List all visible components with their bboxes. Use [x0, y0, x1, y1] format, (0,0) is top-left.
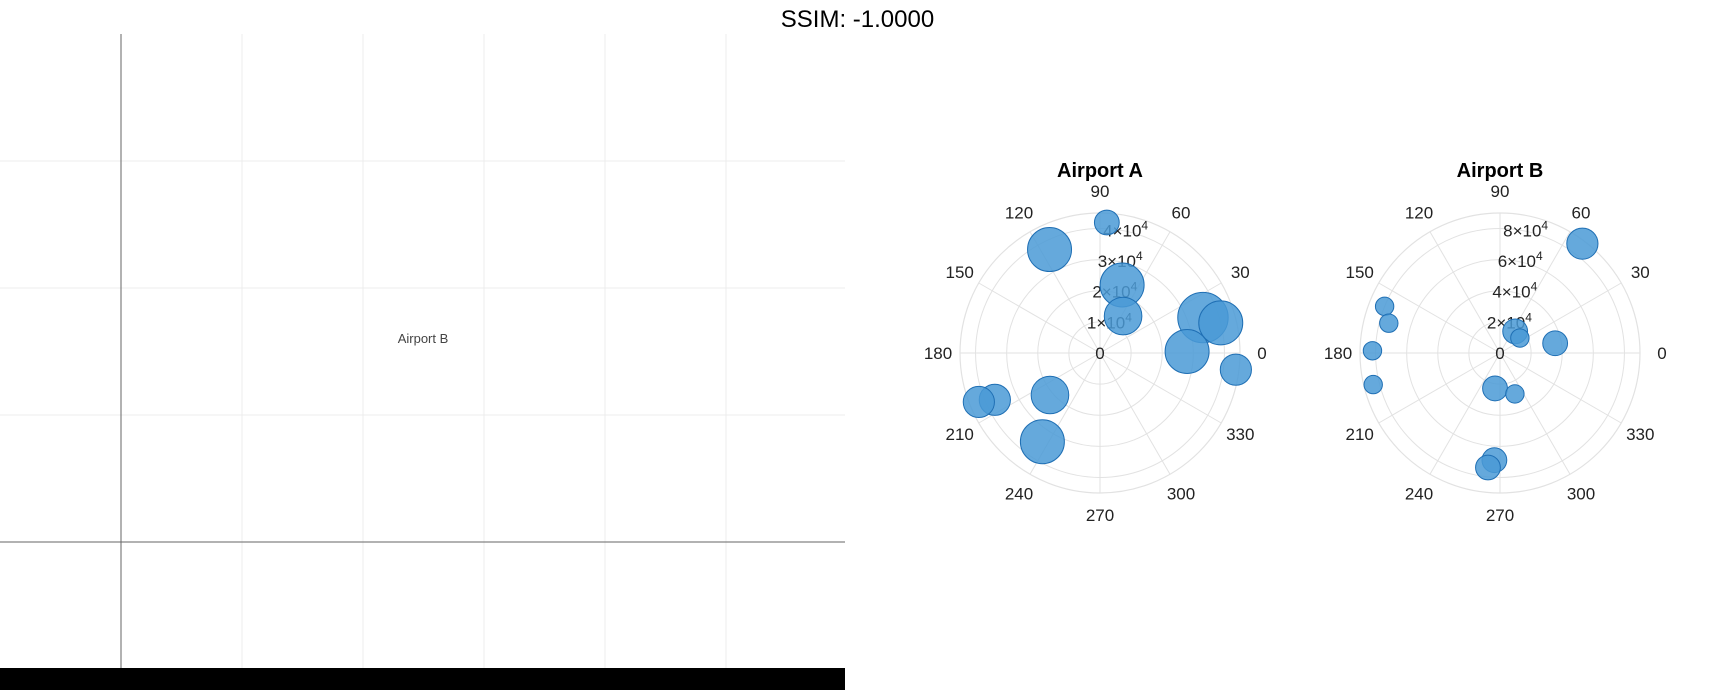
data-point-6 [1362, 341, 1383, 361]
polar-angle-label: 90 [1091, 182, 1110, 201]
polar-spoke-330 [1499, 352, 1622, 424]
polar-angle-label: 180 [924, 344, 952, 363]
polar-r-tick-label: 6×104 [1498, 249, 1543, 271]
data-point-8 [1482, 375, 1508, 402]
polar-r-tick-label: 8×104 [1503, 218, 1548, 240]
polar-angle-label: 270 [1486, 506, 1514, 525]
data-point-1 [1027, 227, 1073, 273]
left-plot-label: Airport B [398, 331, 449, 346]
left-plot-gridlines [0, 34, 845, 668]
polar-spoke-300 [1099, 352, 1171, 475]
left-plot-panel: Airport B [0, 34, 845, 690]
data-point-11 [1475, 454, 1501, 481]
data-point-9 [1505, 384, 1525, 404]
polar-angle-label: 60 [1572, 204, 1591, 223]
polar-angle-label: 150 [1346, 263, 1374, 282]
polar-r-tick-label: 4×104 [1492, 280, 1537, 302]
data-point-11 [1019, 419, 1065, 465]
polar-angle-label: 120 [1005, 204, 1033, 223]
data-point-2 [1510, 328, 1530, 348]
polar-angle-label: 30 [1231, 263, 1250, 282]
data-point-0 [1566, 227, 1599, 260]
polar-angle-label: 270 [1086, 506, 1114, 525]
polar-angle-label: 120 [1405, 204, 1433, 223]
polar-chart-airport-b: Airport B 0 30 60 90 120 150 180 210 240 270 300 330… [1324, 160, 1667, 525]
polar-angle-label: 90 [1491, 182, 1510, 201]
data-point-6 [1164, 328, 1210, 374]
polar-angle-label: 210 [946, 425, 974, 444]
data-point-7 [1219, 353, 1252, 386]
ssim-label: SSIM: -1.0000 [780, 6, 935, 33]
data-point-3 [1103, 296, 1143, 336]
polar-angle-label: 300 [1567, 484, 1595, 503]
polar-angle-label: 0 [1657, 344, 1666, 363]
polar-angle-label: 330 [1626, 425, 1654, 444]
data-point-5 [1198, 300, 1244, 346]
polar-spoke-120 [1429, 231, 1501, 354]
polar-title: Airport B [1457, 160, 1544, 182]
polar-angle-label: 240 [1005, 484, 1033, 503]
polar-title: Airport A [1057, 160, 1143, 182]
polar-spoke-210 [1378, 352, 1501, 424]
polar-angle-label: 30 [1631, 263, 1650, 282]
polar-r-tick-label: 0 [1095, 344, 1104, 363]
polar-angle-label: 150 [946, 263, 974, 282]
polar-spoke-300 [1499, 352, 1571, 475]
polar-angle-label: 300 [1167, 484, 1195, 503]
data-point-5 [1379, 313, 1399, 333]
left-plot-canvas: Airport B [0, 34, 845, 690]
polar-angle-label: 0 [1257, 344, 1266, 363]
polar-spoke-240 [1429, 352, 1501, 475]
left-plot-bottom-bar [0, 668, 845, 690]
polar-angle-label: 210 [1346, 425, 1374, 444]
data-point-10 [962, 385, 995, 419]
polar-spoke-150 [1378, 282, 1501, 354]
data-point-7 [1363, 374, 1383, 395]
polar-angle-label: 60 [1172, 204, 1191, 223]
polar-angle-label: 180 [1324, 344, 1352, 363]
polar-r-tick-label: 0 [1495, 344, 1504, 363]
data-point-8 [1030, 375, 1070, 415]
polar-spoke-150 [978, 282, 1101, 354]
data-point-0 [1093, 209, 1120, 236]
polar-chart-airport-a: Airport A 0 30 60 90 120 150 180 210 240 270 300 330… [924, 160, 1267, 525]
data-point-3 [1542, 330, 1569, 357]
polar-angle-label: 240 [1405, 484, 1433, 503]
data-point-4 [1374, 296, 1395, 317]
polar-spoke-330 [1099, 352, 1222, 424]
polar-angle-label: 330 [1226, 425, 1254, 444]
